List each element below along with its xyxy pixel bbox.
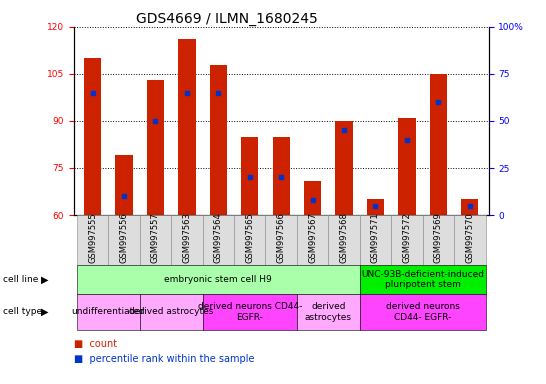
Bar [272,137,290,215]
Text: GSM997557: GSM997557 [151,212,160,263]
Bar [398,118,416,215]
Text: derived astrocytes: derived astrocytes [129,308,213,316]
Bar [115,156,133,215]
Text: derived neurons CD44-
EGFR-: derived neurons CD44- EGFR- [198,302,302,322]
Text: GSM997571: GSM997571 [371,212,380,263]
Text: GSM997565: GSM997565 [245,212,254,263]
Bar [147,80,164,215]
Text: ▶: ▶ [41,307,49,317]
Text: ■  percentile rank within the sample: ■ percentile rank within the sample [74,354,254,364]
Bar [304,180,321,215]
Text: GSM997555: GSM997555 [88,212,97,263]
Text: cell type: cell type [3,308,42,316]
Text: ■  count: ■ count [74,339,117,349]
Text: derived
astrocytes: derived astrocytes [305,302,352,322]
Text: GSM997568: GSM997568 [340,212,348,263]
Text: GSM997569: GSM997569 [434,212,443,263]
Bar [178,40,195,215]
Text: embryonic stem cell H9: embryonic stem cell H9 [164,275,272,284]
Bar [241,137,258,215]
Text: GSM997567: GSM997567 [308,212,317,263]
Text: GSM997556: GSM997556 [120,212,128,263]
Text: GSM997572: GSM997572 [402,212,412,263]
Bar [84,58,101,215]
Bar [210,65,227,215]
Text: cell line: cell line [3,275,38,284]
Text: GSM997570: GSM997570 [465,212,474,263]
Bar [335,121,353,215]
Text: GSM997563: GSM997563 [182,212,192,263]
Text: GSM997566: GSM997566 [277,212,286,263]
Bar [461,199,478,215]
Bar [367,199,384,215]
Text: UNC-93B-deficient-induced
pluripotent stem: UNC-93B-deficient-induced pluripotent st… [361,270,484,289]
Text: GDS4669 / ILMN_1680245: GDS4669 / ILMN_1680245 [136,12,318,26]
Text: undifferentiated: undifferentiated [72,308,145,316]
Text: ▶: ▶ [41,274,49,285]
Text: derived neurons
CD44- EGFR-: derived neurons CD44- EGFR- [385,302,460,322]
Text: GSM997564: GSM997564 [214,212,223,263]
Bar [430,74,447,215]
